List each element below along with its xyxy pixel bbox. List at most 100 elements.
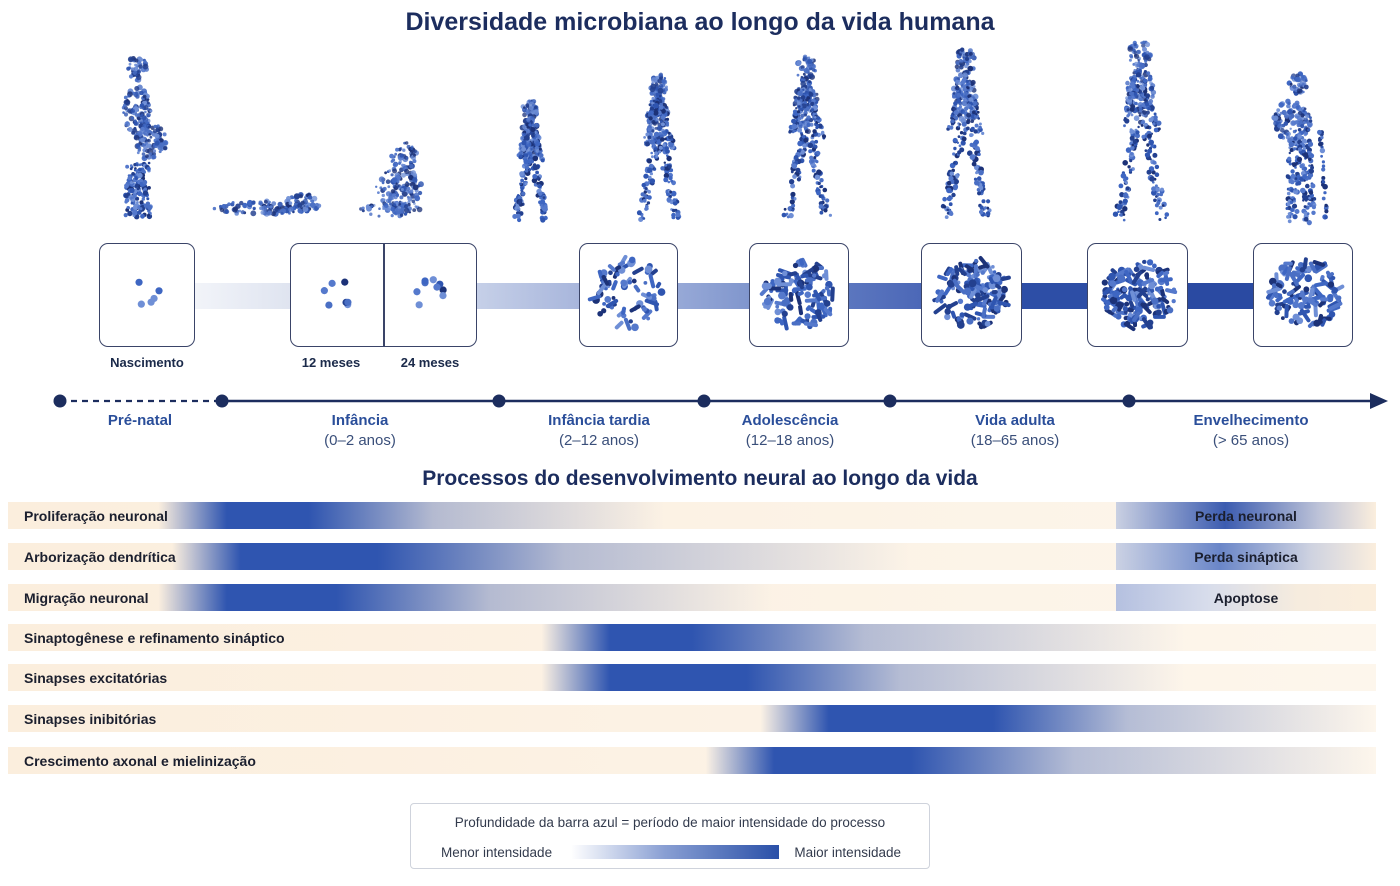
bacterium-rod xyxy=(632,266,644,275)
microbe-dot xyxy=(413,149,417,154)
microbe-dot xyxy=(310,199,313,203)
microbe-dot xyxy=(158,150,162,154)
microbe-dot xyxy=(783,207,787,211)
microbe-dot xyxy=(288,206,294,212)
microbe-dot xyxy=(951,168,955,173)
microbe-dot xyxy=(1302,109,1306,113)
bacterium-coccus xyxy=(944,308,951,315)
bacterium-coccus xyxy=(966,317,974,325)
microbe-dot xyxy=(297,203,303,208)
microbe-dot xyxy=(1302,174,1308,180)
microbe-dot xyxy=(798,124,803,129)
microbe-dot xyxy=(533,105,538,109)
microbiome-box-adult xyxy=(921,243,1022,347)
microbe-dot xyxy=(812,129,817,134)
microbe-dot xyxy=(1288,162,1292,166)
microbe-dot xyxy=(127,127,133,132)
microbe-dot xyxy=(141,197,145,201)
microbe-dot xyxy=(1301,167,1305,171)
bacterium-rod xyxy=(819,302,828,318)
microbiome-box-adult-late xyxy=(1087,243,1188,347)
microbe-dot xyxy=(142,179,148,185)
microbe-dot xyxy=(797,127,802,133)
microbe-dot xyxy=(978,122,982,126)
microbe-dot xyxy=(142,116,149,123)
microbe-dot xyxy=(1148,100,1152,104)
microbe-dot xyxy=(130,181,134,185)
microbe-dot xyxy=(1303,84,1309,90)
microbe-dot xyxy=(977,117,980,120)
bacterium-rod xyxy=(792,286,806,292)
microbe-dot xyxy=(532,99,535,103)
microbe-dot xyxy=(410,170,416,176)
bacterium-coccus xyxy=(1108,272,1116,281)
microbe-dot xyxy=(663,91,667,94)
microbe-dot xyxy=(1321,167,1326,172)
stage-aging: Envelhecimento (> 65 anos) xyxy=(1151,411,1351,451)
microbe-dot xyxy=(672,200,678,206)
microbe-dot xyxy=(957,135,961,139)
microbe-dot xyxy=(816,116,821,120)
microbe-dot xyxy=(1323,205,1329,211)
microbe-dot xyxy=(1277,133,1284,140)
microbe-dot xyxy=(810,101,815,107)
microbe-dot xyxy=(535,170,539,175)
microbe-dot xyxy=(531,177,538,184)
bacterium-rod xyxy=(1295,273,1306,283)
microbe-dot xyxy=(793,155,799,160)
microbe-dot xyxy=(978,170,984,176)
microbe-dot xyxy=(1290,169,1295,174)
microbe-dot xyxy=(660,122,666,127)
bacterium-coccus xyxy=(620,279,628,287)
microbe-dot xyxy=(1142,46,1147,52)
microbe-dot xyxy=(1300,73,1303,76)
microbe-dot xyxy=(798,148,802,152)
microbe-dot xyxy=(1151,186,1157,192)
microbe-dot xyxy=(962,109,968,115)
microbe-dot xyxy=(977,191,982,196)
microbe-dot xyxy=(1131,95,1135,99)
bacterium-coccus xyxy=(627,280,633,285)
stage-range: (2–12 anos) xyxy=(558,432,640,449)
bacterium-rod xyxy=(1111,306,1118,313)
bacterium-coccus xyxy=(1327,293,1334,301)
bacterium-coccus xyxy=(1124,301,1130,307)
bacterium-coccus xyxy=(1331,287,1338,294)
microbe-dot xyxy=(247,199,253,206)
microbe-dot xyxy=(1320,154,1323,158)
bacterium-coccus xyxy=(1166,306,1174,314)
box-label-12-months: 12 meses xyxy=(301,355,361,370)
microbe-dot xyxy=(131,109,135,113)
microbe-dot xyxy=(1292,85,1296,89)
timeline-node xyxy=(53,394,67,408)
microbe-dot xyxy=(1137,60,1141,64)
microbe-dot xyxy=(519,182,522,186)
microbe-dot xyxy=(126,66,131,71)
bacterium-rod xyxy=(969,288,977,299)
microbe-dot xyxy=(297,208,303,214)
bacterium-rod xyxy=(605,298,619,308)
microbe-dot xyxy=(252,206,256,211)
microbe-dot xyxy=(397,147,402,152)
microbe-dot xyxy=(1135,64,1139,68)
microbe-dot xyxy=(813,144,818,148)
microbe-dot xyxy=(1135,133,1140,139)
microbe-dot xyxy=(1140,124,1144,127)
bacterium-coccus xyxy=(644,265,653,274)
microbe-dot xyxy=(967,65,974,72)
bacterium-rod xyxy=(1115,267,1130,277)
bacterium-rod xyxy=(1289,272,1299,287)
microbe-dot xyxy=(959,75,962,79)
stage-range: (12–18 anos) xyxy=(745,432,835,449)
microbe-dot xyxy=(803,67,809,74)
microbe-dot xyxy=(138,167,142,172)
microbe-dot xyxy=(134,103,137,107)
microbe-dot xyxy=(960,47,965,52)
microbe-dot xyxy=(412,177,418,183)
bacterium-rod xyxy=(1308,261,1317,273)
bacterium-coccus xyxy=(608,270,613,276)
bacterium-rod xyxy=(1275,295,1283,303)
microbiome-box-aging xyxy=(1253,243,1353,347)
bacterium-coccus xyxy=(1328,311,1336,318)
microbe-dot xyxy=(956,92,961,97)
